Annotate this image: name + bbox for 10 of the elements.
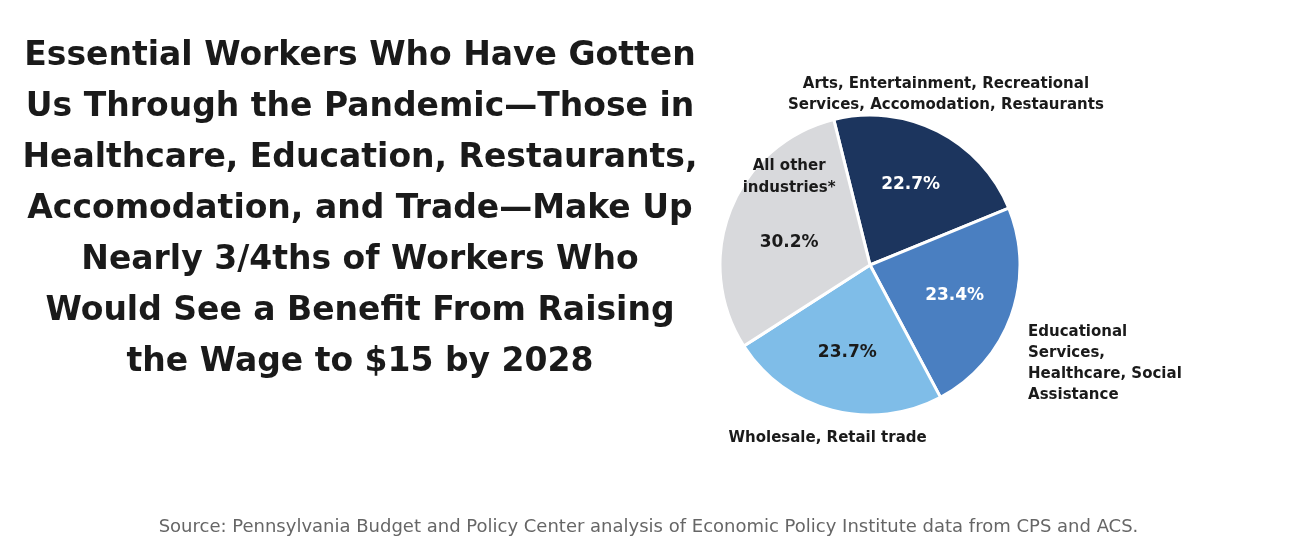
data-label: 23.4% xyxy=(925,283,985,304)
slice-label: Wholesale, Retail trade xyxy=(728,427,927,446)
slice-label: Educational Services, Healthcare, Social Assistance xyxy=(1028,322,1182,404)
slice-label: Arts, Entertainment, Recreational Services, Accomodation, Restaurants xyxy=(787,73,1104,113)
text: Essential Workers Who Have Gotten Us Through the Pandemic—Those in Healthcare, Education, Restaurants, Accomodation, and Trade—Make Up Nearly 3/4ths of Workers Who Would See a Benefit From Raising the Wage to $15 by 2028 xyxy=(21,33,699,381)
data-label: 30.2% xyxy=(759,231,819,252)
data-label: 23.7% xyxy=(817,340,877,361)
data-label: 22.7% xyxy=(881,173,941,194)
slice-label: All other industries* xyxy=(742,155,836,196)
source-note: Source: Pennsylvania Budget and Policy Center analysis of Economic Policy Institute data from CPS and ACS. xyxy=(157,515,1140,536)
